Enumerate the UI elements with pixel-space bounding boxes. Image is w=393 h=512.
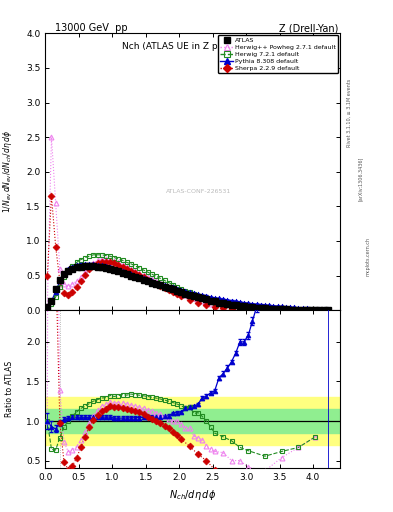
Text: Nch (ATLAS UE in Z production): Nch (ATLAS UE in Z production) xyxy=(121,41,264,51)
Text: ATLAS-CONF-226531: ATLAS-CONF-226531 xyxy=(166,188,231,194)
Text: 13000 GeV  pp: 13000 GeV pp xyxy=(55,23,128,33)
Text: [arXiv:1306.3436]: [arXiv:1306.3436] xyxy=(358,157,363,201)
X-axis label: $N_{ch}/d\eta\,d\phi$: $N_{ch}/d\eta\,d\phi$ xyxy=(169,488,216,502)
Legend: ATLAS, Herwig++ Powheg 2.7.1 default, Herwig 7.2.1 default, Pythia 8.308 default: ATLAS, Herwig++ Powheg 2.7.1 default, He… xyxy=(218,35,338,73)
Text: mcplots.cern.ch: mcplots.cern.ch xyxy=(365,237,371,275)
Text: Rivet 3.1.10, ≥ 3.1M events: Rivet 3.1.10, ≥ 3.1M events xyxy=(347,78,352,147)
Text: Z (Drell-Yan): Z (Drell-Yan) xyxy=(279,23,339,33)
Y-axis label: $1/N_{ev}\,dN_{ev}/dN_{ch}/d\eta\,d\phi$: $1/N_{ev}\,dN_{ev}/dN_{ch}/d\eta\,d\phi$ xyxy=(1,130,14,214)
Y-axis label: Ratio to ATLAS: Ratio to ATLAS xyxy=(5,361,14,417)
